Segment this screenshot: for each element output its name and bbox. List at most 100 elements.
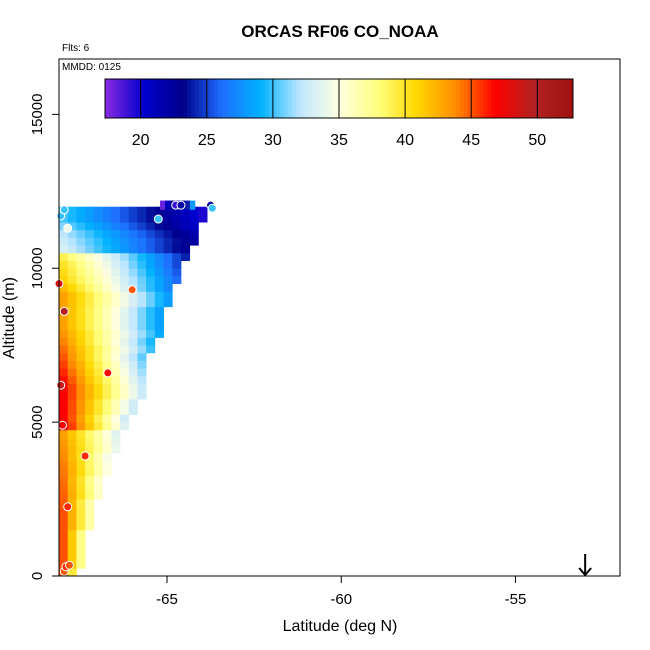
heatmap-cell [59,552,69,562]
heatmap-cell [93,352,103,361]
heatmap-cell [59,483,69,492]
heatmap-cell [67,468,77,477]
heatmap-cell [85,429,95,438]
heatmap-cell [59,399,69,408]
heatmap-cell [154,237,164,246]
colorbar-segment [229,79,235,118]
colorbar-segment [147,79,153,118]
colorbar-segment [553,79,558,118]
colorbar-segment [222,79,227,118]
heatmap-cell [137,345,147,354]
colorbar-segment [549,79,554,118]
heatmap-cell [76,360,86,369]
heatmap-cell [119,206,130,215]
colorbar-segment [140,79,145,118]
heatmap-cell [76,306,86,315]
heatmap-cell [67,368,77,377]
heatmap-cell [137,222,147,231]
heatmap-cell [93,260,103,269]
heatmap-cell [76,383,86,392]
heatmap-cell [172,268,182,277]
colorbar-segment [190,79,196,118]
heatmap-cell [93,468,103,477]
heatmap-cell [146,345,156,354]
heatmap-cell [128,399,138,408]
heatmap-cell [102,414,112,423]
colorbar-segment [440,79,445,118]
heatmap-cell [93,214,103,223]
heatmap-cell [93,245,103,254]
colorbar-segment [405,79,410,118]
heatmap-cell [93,429,103,438]
heatmap-cell [85,352,95,361]
heatmap-cell [67,475,77,485]
heatmap-cell [67,383,77,392]
heatmap-cell [67,206,77,215]
heatmap-cell [119,222,130,231]
heatmap-cell [102,206,112,215]
heatmap-cell [154,314,164,323]
colorbar-segment [105,79,110,118]
heatmap-cell [102,345,112,354]
heatmap-cell [59,545,69,554]
heatmap-cell [180,237,191,246]
heatmap-cell [59,499,69,508]
heatmap-cell [154,206,164,215]
heatmap-cell [119,291,130,300]
flight-point [127,285,137,295]
flight-point [207,203,217,213]
heatmap-cell [102,252,112,261]
heatmap-cell [59,437,69,446]
y-tick-label: 10000 [29,247,46,289]
colorbar-segment [233,79,239,118]
y-axis-title: Altitude (m) [1,277,18,359]
heatmap-cell [85,214,95,223]
colorbar-segment [362,79,367,118]
heatmap-cell [172,206,182,215]
heatmap-cell [137,214,147,223]
heatmap-cell [137,237,147,246]
heatmap-cell [59,314,69,323]
colorbar-segment [467,79,473,118]
heatmap-cell [189,206,199,215]
heatmap-cell [111,314,121,323]
colorbar-segment [569,79,574,118]
heatmap-cell [119,322,130,331]
heatmap-cell [85,375,95,385]
heatmap-cell [85,437,95,446]
colorbar-segment [381,79,387,118]
heatmap-cell [76,322,86,331]
heatmap-cell [93,437,103,446]
heatmap-cell [85,229,95,238]
colorbar-segment [541,79,547,118]
colorbar-segment [128,79,133,118]
heatmap-cell [67,314,77,323]
colorbar-segment [452,79,457,118]
heatmap-cell [146,275,156,285]
heatmap-cell [67,391,77,400]
colorbar-segment [374,79,379,118]
heatmap-cell [93,329,103,338]
heatmap-cell [85,406,95,415]
colorbar-segment [198,79,203,118]
heatmap-cell [85,383,95,392]
colorbar-segment [186,79,192,118]
heatmap-cell [128,337,138,346]
heatmap-cell [93,475,103,485]
colorbar-segment [331,79,336,118]
heatmap-cell [102,245,112,254]
heatmap-cell [102,322,112,331]
heatmap-cell [67,452,77,461]
heatmap-cell [137,252,147,261]
heatmap-cell [102,337,112,346]
heatmap-cell [67,514,77,523]
heatmap-cell [154,329,164,338]
heatmap-cell [163,275,173,285]
colorbar-segment [409,79,414,118]
heatmap-cell [172,252,182,261]
x-axis-title: Latitude (deg N) [283,618,398,635]
heatmap-cell [111,275,121,285]
colorbar-segment [210,79,215,118]
heatmap-cell [59,260,69,269]
x-tick-label: -60 [330,591,352,608]
